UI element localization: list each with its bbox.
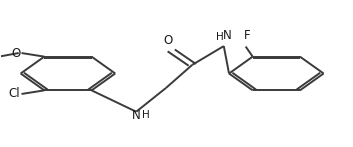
Text: Cl: Cl [8, 87, 20, 100]
Text: O: O [163, 34, 172, 47]
Text: N: N [132, 109, 140, 122]
Text: F: F [244, 29, 251, 42]
Text: O: O [11, 47, 20, 60]
Text: H: H [216, 32, 224, 42]
Text: H: H [142, 110, 150, 120]
Text: N: N [223, 29, 232, 42]
